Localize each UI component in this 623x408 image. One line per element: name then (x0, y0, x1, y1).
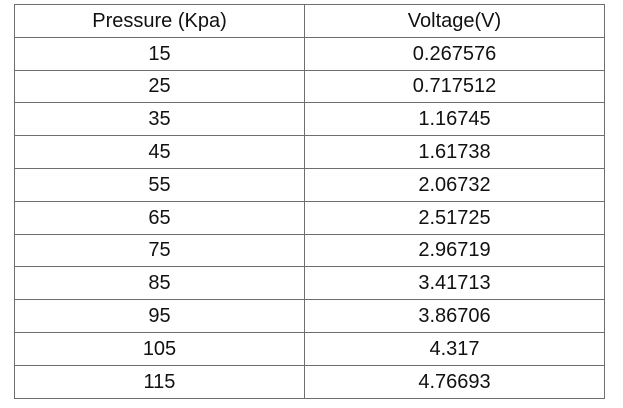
pressure-cell: 85 (14, 266, 305, 301)
voltage-cell: 4.76693 (304, 364, 605, 399)
table-body: 15 0.267576 25 0.717512 35 1.16745 45 1.… (14, 36, 605, 399)
table-row: 35 1.16745 (14, 102, 605, 137)
pressure-cell: 75 (14, 233, 305, 268)
voltage-cell: 1.61738 (304, 135, 605, 169)
voltage-cell: 2.06732 (304, 167, 605, 202)
voltage-cell: 0.267576 (304, 36, 605, 71)
table-row: 55 2.06732 (14, 167, 605, 202)
table-row: 95 3.86706 (14, 299, 605, 333)
table-row: 15 0.267576 (14, 36, 605, 71)
table-row: 75 2.96719 (14, 233, 605, 268)
table-row: 85 3.41713 (14, 266, 605, 301)
table-row: 25 0.717512 (14, 69, 605, 104)
table-row: 115 4.76693 (14, 364, 605, 399)
pressure-cell: 15 (14, 36, 305, 71)
voltage-cell: 2.51725 (304, 200, 605, 235)
pressure-cell: 25 (14, 69, 305, 104)
voltage-cell: 0.717512 (304, 69, 605, 104)
pressure-cell: 95 (14, 299, 305, 333)
pressure-cell: 65 (14, 200, 305, 235)
table-row: 105 4.317 (14, 331, 605, 366)
voltage-cell: 3.41713 (304, 266, 605, 301)
pressure-cell: 55 (14, 167, 305, 202)
pressure-cell: 115 (14, 364, 305, 399)
voltage-cell: 4.317 (304, 331, 605, 366)
table-row: 45 1.61738 (14, 135, 605, 169)
pressure-cell: 105 (14, 331, 305, 366)
voltage-cell: 1.16745 (304, 102, 605, 137)
table-row: 65 2.51725 (14, 200, 605, 235)
pressure-voltage-table: Pressure (Kpa) Voltage(V) 15 0.267576 25… (14, 4, 605, 399)
voltage-cell: 2.96719 (304, 233, 605, 268)
header-row: Pressure (Kpa) Voltage(V) (14, 4, 605, 38)
header-voltage: Voltage(V) (304, 4, 605, 38)
table-header: Pressure (Kpa) Voltage(V) (14, 4, 605, 38)
header-pressure: Pressure (Kpa) (14, 4, 305, 38)
voltage-cell: 3.86706 (304, 299, 605, 333)
pressure-cell: 35 (14, 102, 305, 137)
pressure-cell: 45 (14, 135, 305, 169)
